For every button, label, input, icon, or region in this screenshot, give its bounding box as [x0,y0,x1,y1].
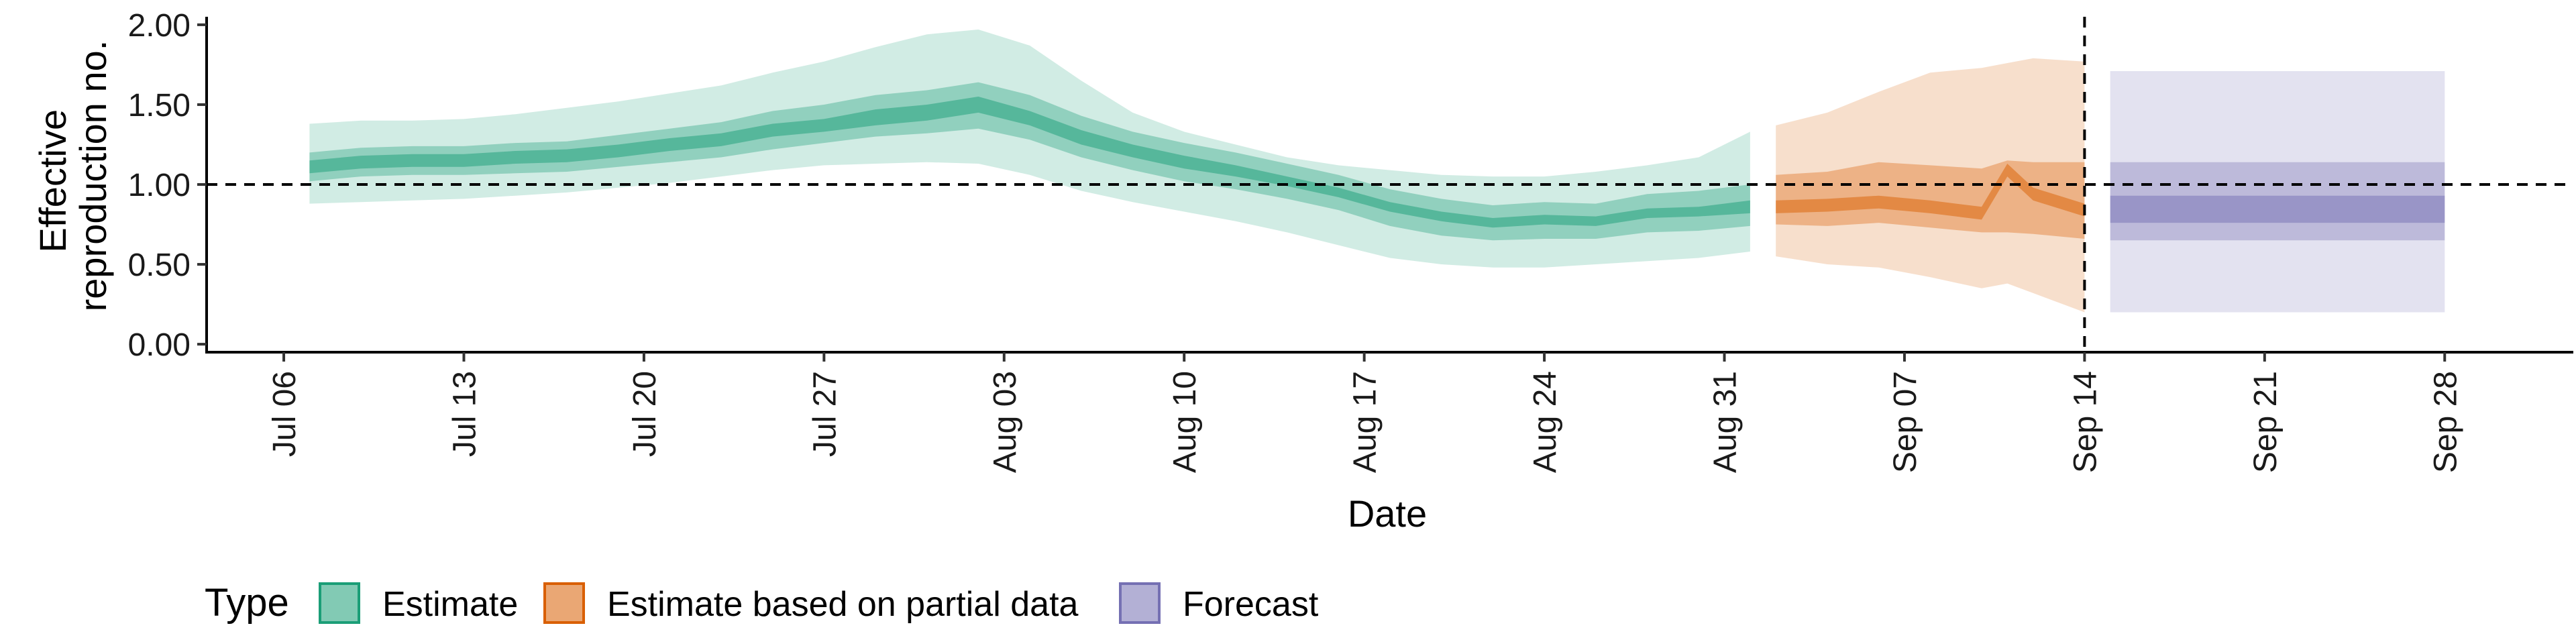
outer-band [1776,58,2085,313]
y-axis-title: Effective reproduction no. [32,40,114,312]
x-axis-title: Date [1348,492,1427,535]
x-tick-label: Aug 24 [1527,371,1563,473]
x-tick-label: Aug 17 [1348,371,1383,473]
legend-items: Estimate Estimate based on partial data Fo… [319,582,1319,624]
series-2 [2110,71,2445,313]
legend-item-0: Estimate [319,582,518,624]
legend-label: Estimate based on partial data [607,585,1079,624]
y-axis-title-line-2: reproduction no. [72,40,114,312]
x-tick-label: Sep 14 [2068,371,2103,473]
x-tick-label: Jul 06 [267,371,303,457]
legend: Type Estimate Estimate based on partial d… [205,581,1319,625]
legend-title: Type [205,581,289,625]
x-tick-label: Sep 07 [1888,371,1923,473]
legend-item-1: Estimate based on partial data [543,582,1079,624]
x-tick-label: Aug 03 [987,371,1023,473]
outer-band [2110,71,2445,313]
legend-swatch [1119,582,1161,624]
legend-label: Forecast [1183,585,1319,624]
x-tick-label: Jul 20 [627,371,663,457]
median-band [309,97,1750,228]
inner-band [1776,160,2085,239]
x-tick-label: Sep 21 [2248,371,2284,473]
reference-lines [207,17,2573,352]
inner-band [309,82,1750,241]
y-tick-label: 2.00 [128,8,191,44]
y-axis-title-line-1: Effective [32,109,74,253]
y-tick-label: 0.00 [128,327,191,363]
y-tick-label: 1.50 [128,88,191,123]
series-0 [309,30,1750,268]
bands-layer [309,30,2445,313]
x-tick-label: Jul 27 [807,371,843,457]
y-tick-label: 0.50 [128,248,191,283]
y-ticks: 0.00 0.50 1.00 1.50 2.00 [128,8,207,363]
x-tick-label: Sep 28 [2428,371,2463,473]
legend-swatch [319,582,360,624]
y-tick-label: 1.00 [128,168,191,203]
median-band [1776,164,2085,220]
x-ticks: Jul 06 Jul 13 Jul 20 Jul 27 Aug 03 Aug 10 Aug … [267,352,2463,473]
legend-label: Estimate [382,585,518,624]
x-tick-label: Aug 31 [1708,371,1743,473]
x-tick-label: Aug 10 [1167,371,1203,473]
series-1 [1776,58,2085,313]
x-tick-label: Jul 13 [447,371,483,457]
legend-swatch [543,582,585,624]
legend-item-2: Forecast [1119,582,1319,624]
median-band [2110,195,2445,223]
